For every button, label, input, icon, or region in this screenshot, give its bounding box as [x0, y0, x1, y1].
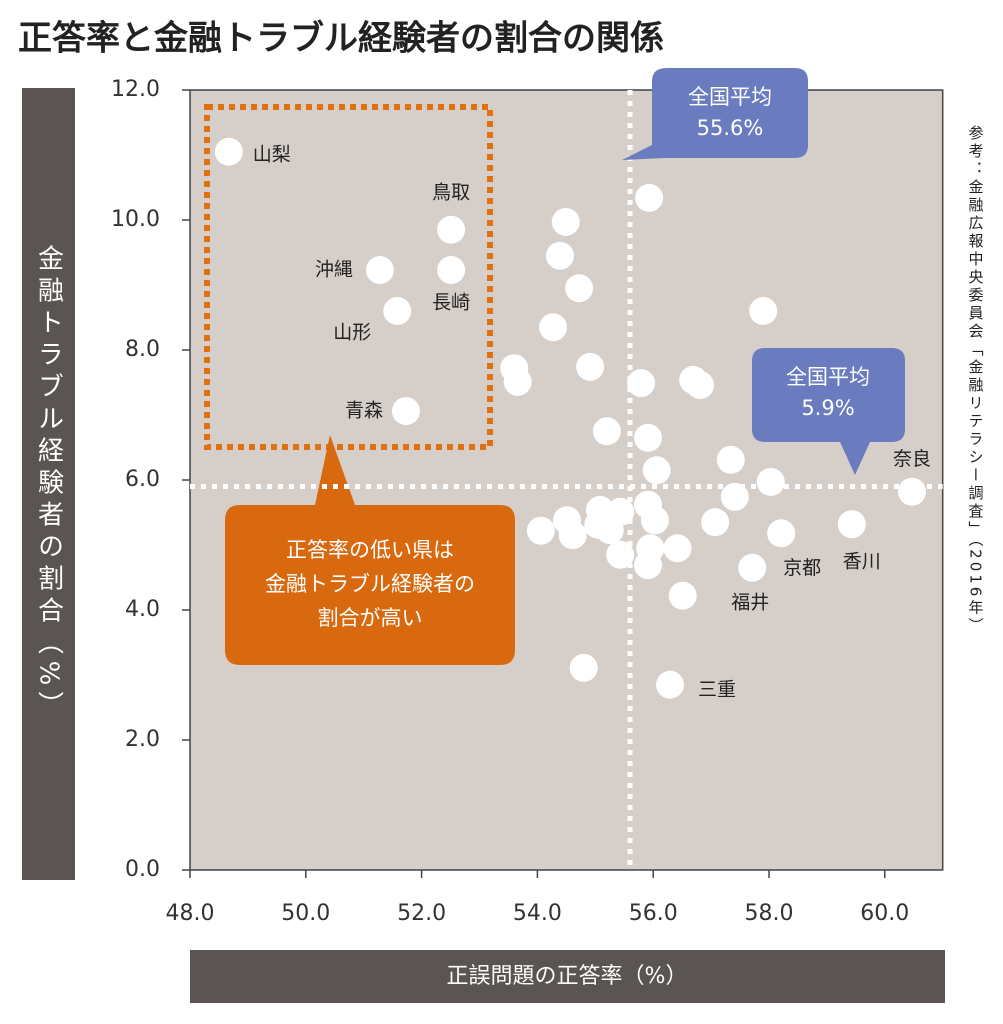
point [569, 653, 598, 682]
highlight-box [204, 104, 493, 450]
point [720, 482, 749, 511]
point [716, 445, 745, 474]
point [686, 371, 715, 400]
point [898, 477, 927, 506]
point-label: 長崎 [432, 292, 470, 314]
point-label: 香川 [843, 551, 881, 573]
point [606, 540, 635, 569]
point-label: 奈良 [893, 448, 931, 470]
point [437, 215, 466, 244]
point [365, 256, 394, 285]
point [663, 534, 692, 563]
y-axis-label: 金融トラブル経験者の割合（%） [34, 245, 64, 724]
y-tick-label: 8.0 [125, 337, 160, 362]
point-label: 山形 [333, 322, 371, 344]
annotation-text: 金融トラブル経験者の [265, 572, 475, 596]
point [668, 581, 697, 610]
average-callout [622, 68, 808, 160]
average-callout [752, 348, 905, 475]
point [749, 297, 778, 325]
source-note: 参考：金融広報中央委員会「金融リテラシー調査」（2016年） [967, 125, 985, 636]
y-tick-label: 0.0 [125, 857, 160, 882]
point [767, 519, 796, 548]
point-label: 山梨 [253, 143, 291, 165]
annotation-text: 正答率の低い県は [286, 538, 454, 562]
y-tick-label: 4.0 [125, 597, 160, 622]
average-title: 全国平均 [688, 85, 772, 109]
x-tick-label: 54.0 [513, 901, 562, 926]
point [640, 506, 669, 535]
point [526, 516, 555, 545]
y-tick-label: 10.0 [111, 207, 160, 232]
annotation-callout [225, 435, 515, 665]
y-tick-label: 2.0 [125, 727, 160, 752]
x-label-bar [190, 950, 945, 1003]
point [627, 369, 656, 398]
point [214, 137, 243, 166]
x-tick-label: 56.0 [629, 901, 678, 926]
point-label: 青森 [345, 400, 383, 422]
x-tick-label: 58.0 [745, 901, 794, 926]
point [585, 495, 614, 524]
point-label: 三重 [698, 678, 736, 700]
point [633, 423, 662, 452]
average-label: 5.9% [801, 396, 854, 420]
point [503, 367, 532, 396]
point [633, 551, 662, 580]
point [592, 417, 621, 446]
x-axis-label: 正誤問題の正答率（%） [447, 964, 688, 989]
point [635, 183, 664, 212]
x-tick-label: 50.0 [281, 901, 330, 926]
chart-title: 正答率と金融トラブル経験者の割合の関係 [18, 19, 664, 59]
point [391, 397, 420, 426]
x-tick-label: 52.0 [397, 901, 446, 926]
point [738, 553, 767, 582]
point [437, 256, 466, 285]
point [837, 510, 866, 539]
x-tick-label: 48.0 [166, 901, 215, 926]
point [565, 274, 594, 303]
y-label-bar [22, 88, 75, 880]
point-label: 鳥取 [432, 181, 470, 203]
point [756, 467, 785, 496]
point [701, 508, 730, 537]
x-tick-label: 60.0 [860, 901, 909, 926]
average-label: 55.6% [697, 116, 764, 140]
point [655, 670, 684, 699]
point [551, 207, 580, 236]
point-label: 沖縄 [315, 259, 353, 281]
point [539, 313, 568, 342]
point-label: 福井 [731, 591, 769, 613]
y-tick-label: 6.0 [125, 467, 160, 492]
plot-area [189, 89, 944, 871]
point [558, 521, 587, 550]
point [576, 352, 605, 381]
point [545, 241, 574, 270]
average-title: 全国平均 [786, 365, 870, 389]
annotation-text: 割合が高い [318, 606, 423, 630]
y-tick-label: 12.0 [111, 77, 160, 102]
point-label: 京都 [783, 557, 821, 579]
point [383, 297, 412, 325]
point [642, 456, 671, 485]
